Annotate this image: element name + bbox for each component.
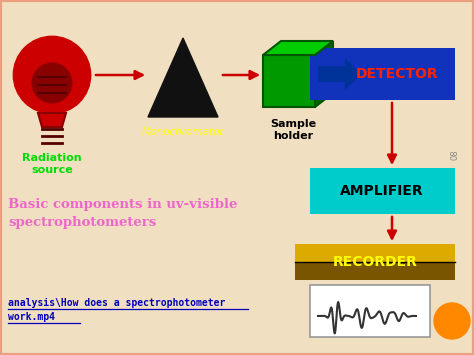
Polygon shape [148, 38, 218, 117]
Text: DETECTOR: DETECTOR [356, 67, 438, 81]
FancyBboxPatch shape [310, 48, 455, 100]
Text: spectrophotometers: spectrophotometers [8, 216, 156, 229]
Text: AMPLIFIER: AMPLIFIER [340, 184, 424, 198]
Polygon shape [318, 58, 362, 90]
Text: 08: 08 [450, 150, 459, 160]
Text: Monochromator: Monochromator [142, 127, 224, 137]
FancyBboxPatch shape [295, 262, 455, 280]
Polygon shape [38, 113, 66, 127]
FancyBboxPatch shape [310, 168, 455, 214]
Circle shape [434, 303, 470, 339]
Text: work.mp4: work.mp4 [8, 312, 55, 322]
Circle shape [14, 37, 90, 113]
Text: RECORDER: RECORDER [333, 255, 418, 269]
Text: Basic components in uv-visible: Basic components in uv-visible [8, 198, 237, 211]
Polygon shape [315, 41, 333, 107]
FancyBboxPatch shape [310, 285, 430, 337]
Text: Radiation
source: Radiation source [22, 153, 82, 175]
Text: analysis\How does a spectrophotometer: analysis\How does a spectrophotometer [8, 298, 225, 308]
Circle shape [32, 63, 72, 103]
Text: Sample
holder: Sample holder [270, 119, 316, 141]
FancyBboxPatch shape [263, 55, 315, 107]
Polygon shape [263, 41, 333, 55]
FancyBboxPatch shape [295, 244, 455, 262]
